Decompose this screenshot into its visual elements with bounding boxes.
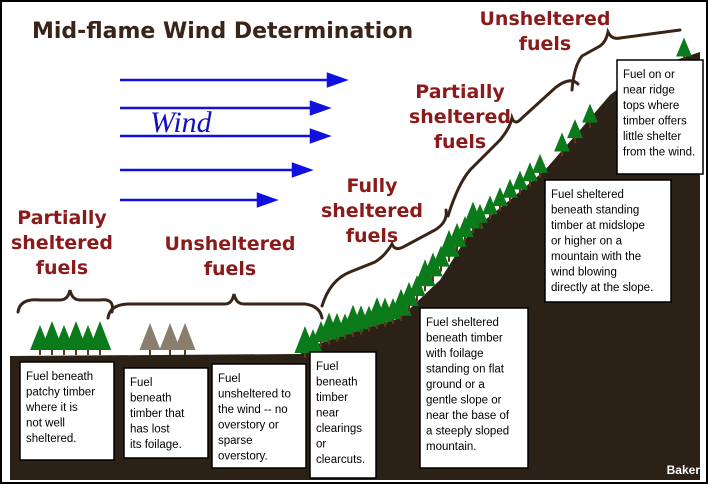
zone-label: fuels	[346, 225, 399, 247]
zone-label: fuels	[36, 257, 89, 279]
description-text: near	[316, 408, 339, 420]
description-text: its foilage.	[130, 439, 182, 451]
description-text: beneath	[316, 377, 358, 389]
description-text: Fuel sheltered	[426, 317, 499, 329]
description-text: or	[316, 439, 326, 451]
description-text: or higher on a	[551, 236, 623, 248]
description-text: mountain.	[426, 441, 477, 453]
diagram: Mid-flame Wind Determination Wind Baker Par…	[0, 0, 708, 484]
description-text: near the base of	[426, 410, 510, 422]
description-text: beneath	[130, 393, 172, 405]
zone-label: Unsheltered	[479, 8, 610, 30]
zone-label: fuels	[204, 258, 257, 280]
description-text: tops where	[623, 100, 679, 112]
description-text: directly at the slope.	[551, 282, 653, 294]
description-text: Fuel	[130, 377, 152, 389]
description-text: from the wind.	[623, 147, 695, 159]
description-text: Fuel beneath	[26, 371, 93, 383]
description-text: beneath timber	[426, 333, 503, 345]
description-text: sparse	[218, 435, 253, 447]
zone-label: sheltered	[321, 200, 423, 222]
credit: Baker	[667, 463, 701, 477]
wind-label: Wind	[150, 106, 213, 139]
description-text: wind blowing	[550, 267, 617, 279]
description-text: unsheltered to	[218, 389, 291, 401]
zone-label: sheltered	[11, 232, 113, 254]
description-text: timber that	[130, 408, 185, 420]
description-text: Fuel sheltered	[551, 189, 624, 201]
zone-label: Partially	[415, 81, 505, 103]
description-text: beneath standing	[551, 205, 639, 217]
description-text: gentle slope or	[426, 395, 502, 407]
description-text: timber	[316, 392, 348, 404]
description-text: Fuel	[218, 373, 240, 385]
description-text: clearings	[316, 423, 362, 435]
description-text: timber at midslope	[551, 220, 645, 232]
description-text: the wind -- no	[218, 404, 288, 416]
description-text: near ridge	[623, 85, 675, 97]
description-text: mountain with the	[551, 251, 641, 263]
description-text: Fuel on or	[623, 69, 675, 81]
zone-label: sheltered	[409, 106, 511, 128]
zone-label: fuels	[434, 131, 487, 153]
zone-label: fuels	[519, 33, 572, 55]
description-text: with foilage	[425, 348, 484, 360]
description-text: has lost	[130, 424, 170, 436]
description-text: ground or a	[426, 379, 485, 391]
description-text: clearcuts.	[316, 454, 365, 466]
description-text: overstory.	[218, 451, 268, 463]
description-text: overstory or	[218, 420, 279, 432]
description-text: standing on flat	[426, 364, 505, 376]
title: Mid-flame Wind Determination	[32, 19, 413, 44]
description-text: timber offers	[623, 116, 687, 128]
zone-label: Partially	[17, 207, 107, 229]
description-text: patchy timber	[26, 387, 95, 399]
zone-label: Fully	[347, 175, 399, 197]
description-text: sheltered.	[26, 433, 77, 445]
zone-label: Unsheltered	[164, 233, 295, 255]
description-text: where it is	[25, 402, 78, 414]
description-text: Fuel	[316, 361, 338, 373]
description-text: a steeply sloped	[426, 426, 509, 438]
description-text: little shelter	[623, 131, 681, 143]
description-text: not well	[26, 418, 65, 430]
